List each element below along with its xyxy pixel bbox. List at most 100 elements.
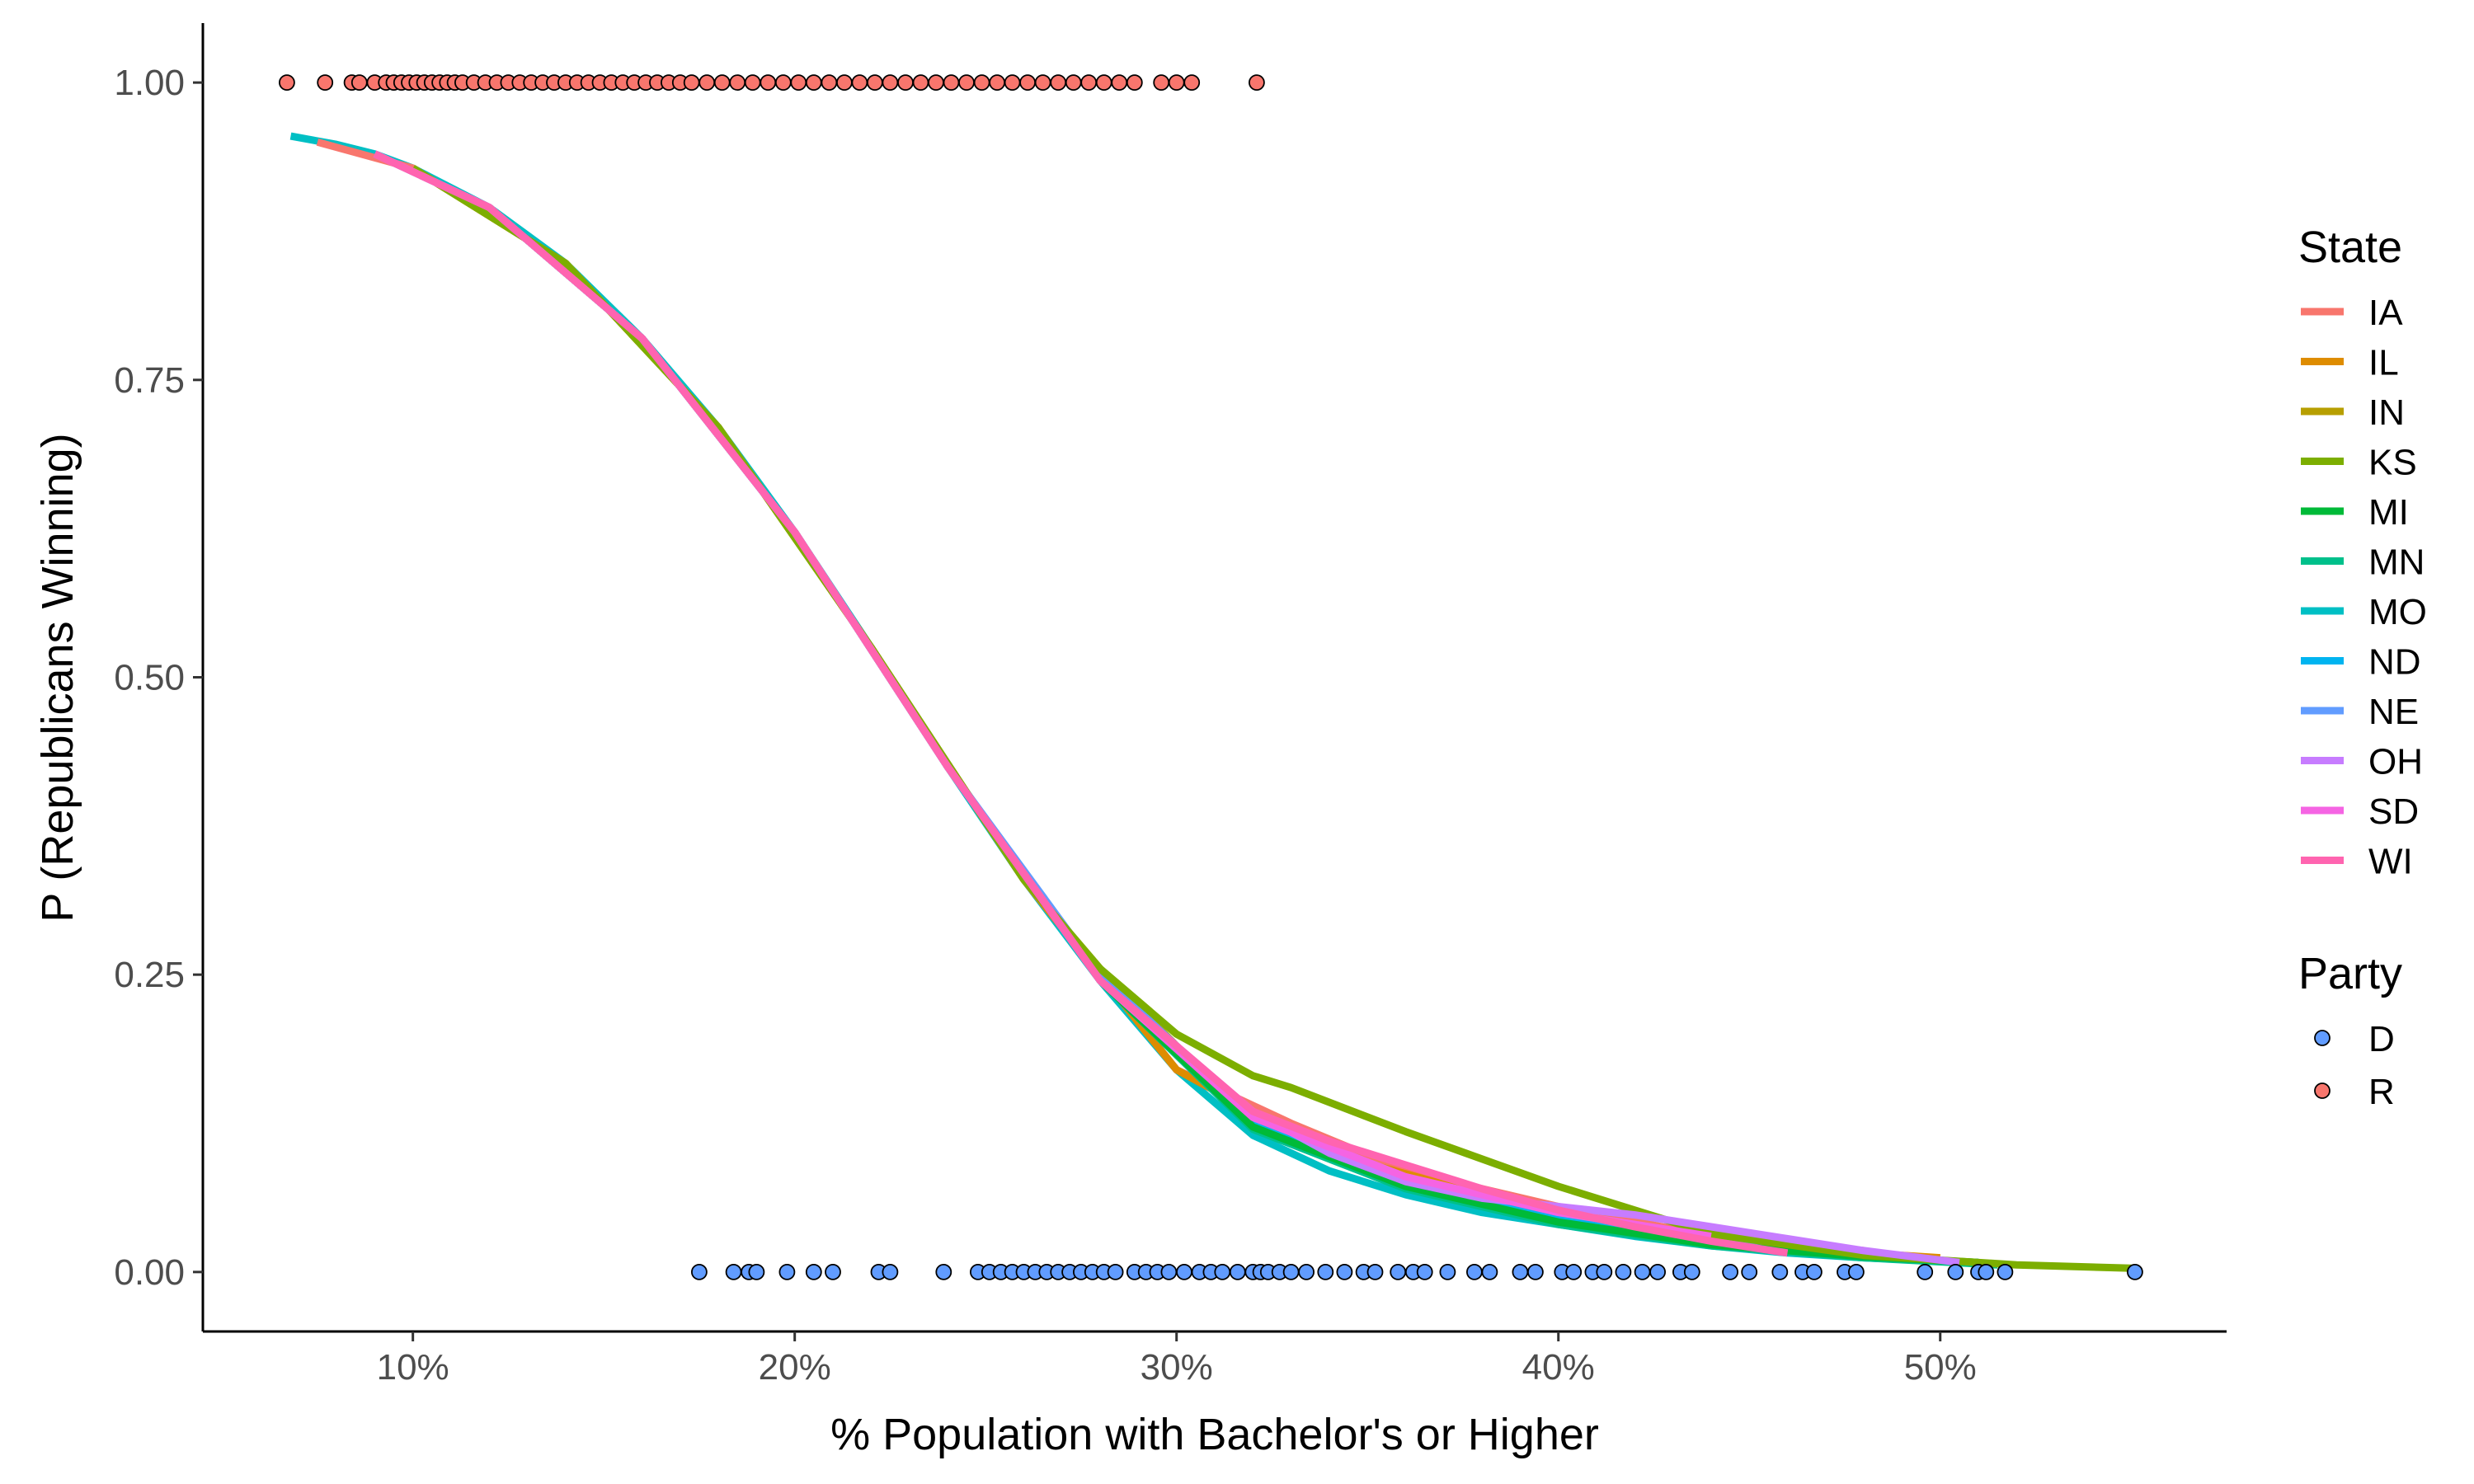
- legend-label-mn: MN: [2368, 542, 2425, 583]
- y-tick-label: 1.00: [114, 63, 185, 103]
- point-d-3: [748, 1264, 765, 1280]
- point-r-52: [943, 74, 960, 91]
- point-r-61: [1080, 74, 1098, 91]
- point-r-51: [928, 74, 944, 91]
- legend-label-in: IN: [2368, 392, 2405, 433]
- legend-key-d: [2314, 1030, 2331, 1046]
- point-r-48: [882, 74, 899, 91]
- y-axis-title: P (Republicans Winning): [33, 433, 82, 922]
- point-d-47: [1481, 1264, 1498, 1280]
- point-r-37: [713, 74, 731, 91]
- point-d-36: [1282, 1264, 1300, 1280]
- x-tick-label: 10%: [377, 1347, 449, 1388]
- point-r-57: [1019, 74, 1036, 91]
- point-d-59: [1722, 1264, 1739, 1280]
- data-points: [278, 74, 2143, 1280]
- x-tick-label: 40%: [1522, 1347, 1595, 1388]
- point-d-67: [1947, 1264, 1964, 1280]
- fit-line-mo: [289, 132, 1979, 1266]
- fit-line-sd: [373, 150, 1712, 1241]
- point-d-71: [2126, 1264, 2143, 1280]
- point-r-56: [1004, 74, 1021, 91]
- point-r-49: [897, 74, 914, 91]
- point-d-42: [1390, 1264, 1407, 1280]
- fit-lines: [289, 132, 2139, 1272]
- point-d-46: [1466, 1264, 1483, 1280]
- legend-label-d: D: [2368, 1019, 2395, 1059]
- point-r-64: [1126, 74, 1143, 91]
- point-r-43: [805, 74, 822, 91]
- legend-label-ia: IA: [2368, 293, 2403, 333]
- point-r-36: [698, 74, 716, 91]
- point-d-60: [1741, 1264, 1758, 1280]
- point-r-39: [744, 74, 761, 91]
- fit-line-ne: [373, 150, 1827, 1255]
- point-d-0: [691, 1264, 708, 1280]
- point-d-58: [1683, 1264, 1700, 1280]
- point-r-35: [683, 74, 700, 91]
- legend-label-mo: MO: [2368, 592, 2427, 632]
- point-r-40: [760, 74, 777, 91]
- point-r-45: [836, 74, 853, 91]
- point-r-44: [821, 74, 838, 91]
- point-r-38: [729, 74, 746, 91]
- fit-line-oh: [373, 150, 1960, 1266]
- point-d-55: [1634, 1264, 1651, 1280]
- point-r-62: [1095, 74, 1112, 91]
- legend-label-r: R: [2368, 1072, 2395, 1112]
- point-d-5: [805, 1264, 822, 1280]
- point-d-66: [1917, 1264, 1934, 1280]
- point-d-49: [1527, 1264, 1544, 1280]
- point-r-59: [1050, 74, 1067, 91]
- y-tick-label: 0.50: [114, 658, 185, 698]
- point-r-0: [278, 74, 295, 91]
- point-d-65: [1847, 1264, 1865, 1280]
- x-tick-label: 30%: [1141, 1347, 1213, 1388]
- point-d-44: [1416, 1264, 1433, 1280]
- point-d-26: [1160, 1264, 1178, 1280]
- fit-line-ks: [411, 165, 2139, 1272]
- point-d-8: [882, 1264, 899, 1280]
- point-d-38: [1317, 1264, 1334, 1280]
- y-tick-label: 0.00: [114, 1252, 185, 1293]
- point-d-31: [1229, 1264, 1246, 1280]
- point-d-30: [1214, 1264, 1231, 1280]
- point-d-1: [725, 1264, 742, 1280]
- point-d-45: [1439, 1264, 1456, 1280]
- point-d-41: [1366, 1264, 1384, 1280]
- legend-label-il: IL: [2368, 343, 2399, 383]
- tick-labels: 10% 20% 30% 40% 50% 0.00 0.25 0.50 0.75 1.00: [114, 63, 1976, 1388]
- point-d-54: [1615, 1264, 1632, 1280]
- point-r-50: [912, 74, 929, 91]
- point-r-47: [867, 74, 883, 91]
- point-r-58: [1034, 74, 1051, 91]
- point-r-3: [350, 74, 368, 91]
- point-d-27: [1176, 1264, 1192, 1280]
- point-d-56: [1649, 1264, 1666, 1280]
- legend-label-oh: OH: [2368, 742, 2423, 782]
- x-tick-label: 20%: [759, 1347, 831, 1388]
- legend-key-r: [2314, 1082, 2331, 1099]
- fit-line-wi: [373, 150, 1789, 1257]
- point-r-46: [851, 74, 868, 91]
- point-d-70: [1997, 1264, 2014, 1280]
- y-tick-label: 0.75: [114, 360, 185, 401]
- legend: State IA IL IN KS MI MN MO ND NE OH SD WI Party DR: [2298, 223, 2427, 1112]
- x-axis-title: % Population with Bachelor's or Higher: [830, 1410, 1599, 1459]
- point-d-51: [1565, 1264, 1583, 1280]
- point-d-48: [1512, 1264, 1529, 1280]
- legend-title-party: Party: [2298, 949, 2402, 998]
- point-d-4: [778, 1264, 796, 1280]
- y-tick-label: 0.25: [114, 955, 185, 995]
- point-d-63: [1805, 1264, 1823, 1280]
- point-r-42: [790, 74, 807, 91]
- legend-label-nd: ND: [2368, 642, 2421, 683]
- point-d-22: [1107, 1264, 1124, 1280]
- point-r-53: [958, 74, 975, 91]
- fit-line-il: [411, 165, 1940, 1262]
- point-d-9: [935, 1264, 952, 1280]
- legend-label-mi: MI: [2368, 492, 2409, 533]
- point-r-54: [973, 74, 990, 91]
- point-d-53: [1596, 1264, 1613, 1280]
